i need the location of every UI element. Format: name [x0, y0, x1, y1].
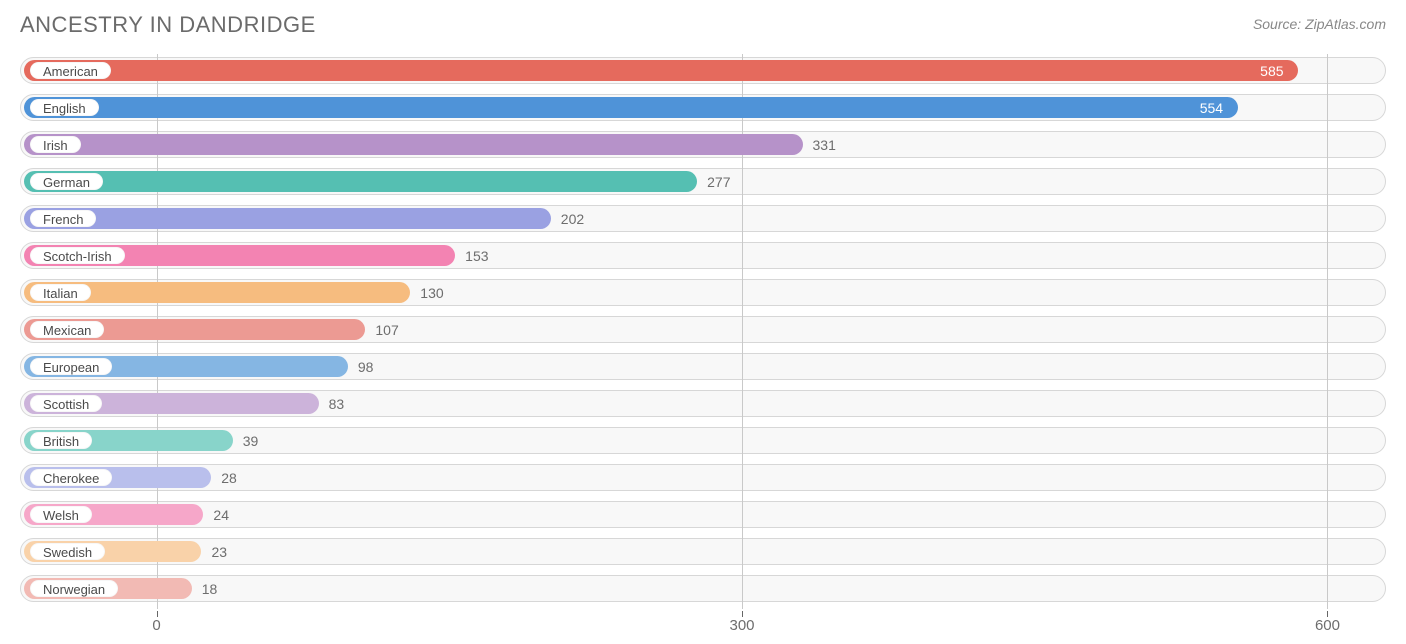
- chart-source: Source: ZipAtlas.com: [1253, 12, 1386, 32]
- bar-row: Scottish 83: [20, 387, 1386, 420]
- category-pill: Cherokee: [30, 469, 112, 486]
- category-pill: Scottish: [30, 395, 102, 412]
- value-label: 98: [358, 350, 374, 383]
- category-pill: Swedish: [30, 543, 105, 560]
- value-label: 554: [1200, 91, 1223, 124]
- value-label: 130: [420, 276, 443, 309]
- axis-tick-label: 0: [152, 617, 160, 634]
- axis-tick-label: 300: [730, 617, 755, 634]
- category-pill: Norwegian: [30, 580, 118, 597]
- category-pill: Welsh: [30, 506, 92, 523]
- bar: [24, 60, 1298, 81]
- chart-plot: American 585 English 554 Irish 331 German 277 Fr…: [20, 54, 1386, 609]
- value-label: 107: [375, 313, 398, 346]
- category-pill: Scotch-Irish: [30, 247, 125, 264]
- bar-row: Cherokee 28: [20, 461, 1386, 494]
- chart-title: ANCESTRY IN DANDRIDGE: [20, 12, 316, 38]
- value-label: 585: [1260, 54, 1283, 87]
- value-label: 18: [202, 572, 218, 605]
- value-label: 202: [561, 202, 584, 235]
- bar-row: American 585: [20, 54, 1386, 87]
- value-label: 23: [211, 535, 227, 568]
- bar-row: British 39: [20, 424, 1386, 457]
- bar: [24, 171, 697, 192]
- value-label: 28: [221, 461, 237, 494]
- bar: [24, 208, 551, 229]
- chart-area: American 585 English 554 Irish 331 German 277 Fr…: [0, 46, 1406, 639]
- category-pill: German: [30, 173, 103, 190]
- category-pill: Mexican: [30, 321, 104, 338]
- bar-row: Scotch-Irish 153: [20, 239, 1386, 272]
- category-pill: Irish: [30, 136, 81, 153]
- value-label: 24: [213, 498, 229, 531]
- category-pill: British: [30, 432, 92, 449]
- value-label: 331: [813, 128, 836, 161]
- bar-row: French 202: [20, 202, 1386, 235]
- bar: [24, 97, 1238, 118]
- bar-row: Norwegian 18: [20, 572, 1386, 605]
- value-label: 83: [329, 387, 345, 420]
- bar-row: Irish 331: [20, 128, 1386, 161]
- category-pill: French: [30, 210, 96, 227]
- bar: [24, 134, 803, 155]
- bar-row: Mexican 107: [20, 313, 1386, 346]
- bar-row: German 277: [20, 165, 1386, 198]
- gridline: [1327, 54, 1328, 609]
- axis-tick-label: 600: [1315, 617, 1340, 634]
- value-label: 39: [243, 424, 259, 457]
- bar-row: European 98: [20, 350, 1386, 383]
- bar-row: English 554: [20, 91, 1386, 124]
- bar-row: Italian 130: [20, 276, 1386, 309]
- chart-header: ANCESTRY IN DANDRIDGE Source: ZipAtlas.c…: [0, 0, 1406, 46]
- category-pill: European: [30, 358, 112, 375]
- bar-row: Swedish 23: [20, 535, 1386, 568]
- value-label: 153: [465, 239, 488, 272]
- category-pill: Italian: [30, 284, 91, 301]
- bar-row: Welsh 24: [20, 498, 1386, 531]
- category-pill: American: [30, 62, 111, 79]
- value-label: 277: [707, 165, 730, 198]
- category-pill: English: [30, 99, 99, 116]
- x-axis: 0 300 600: [20, 611, 1386, 639]
- bar-track: [20, 575, 1386, 602]
